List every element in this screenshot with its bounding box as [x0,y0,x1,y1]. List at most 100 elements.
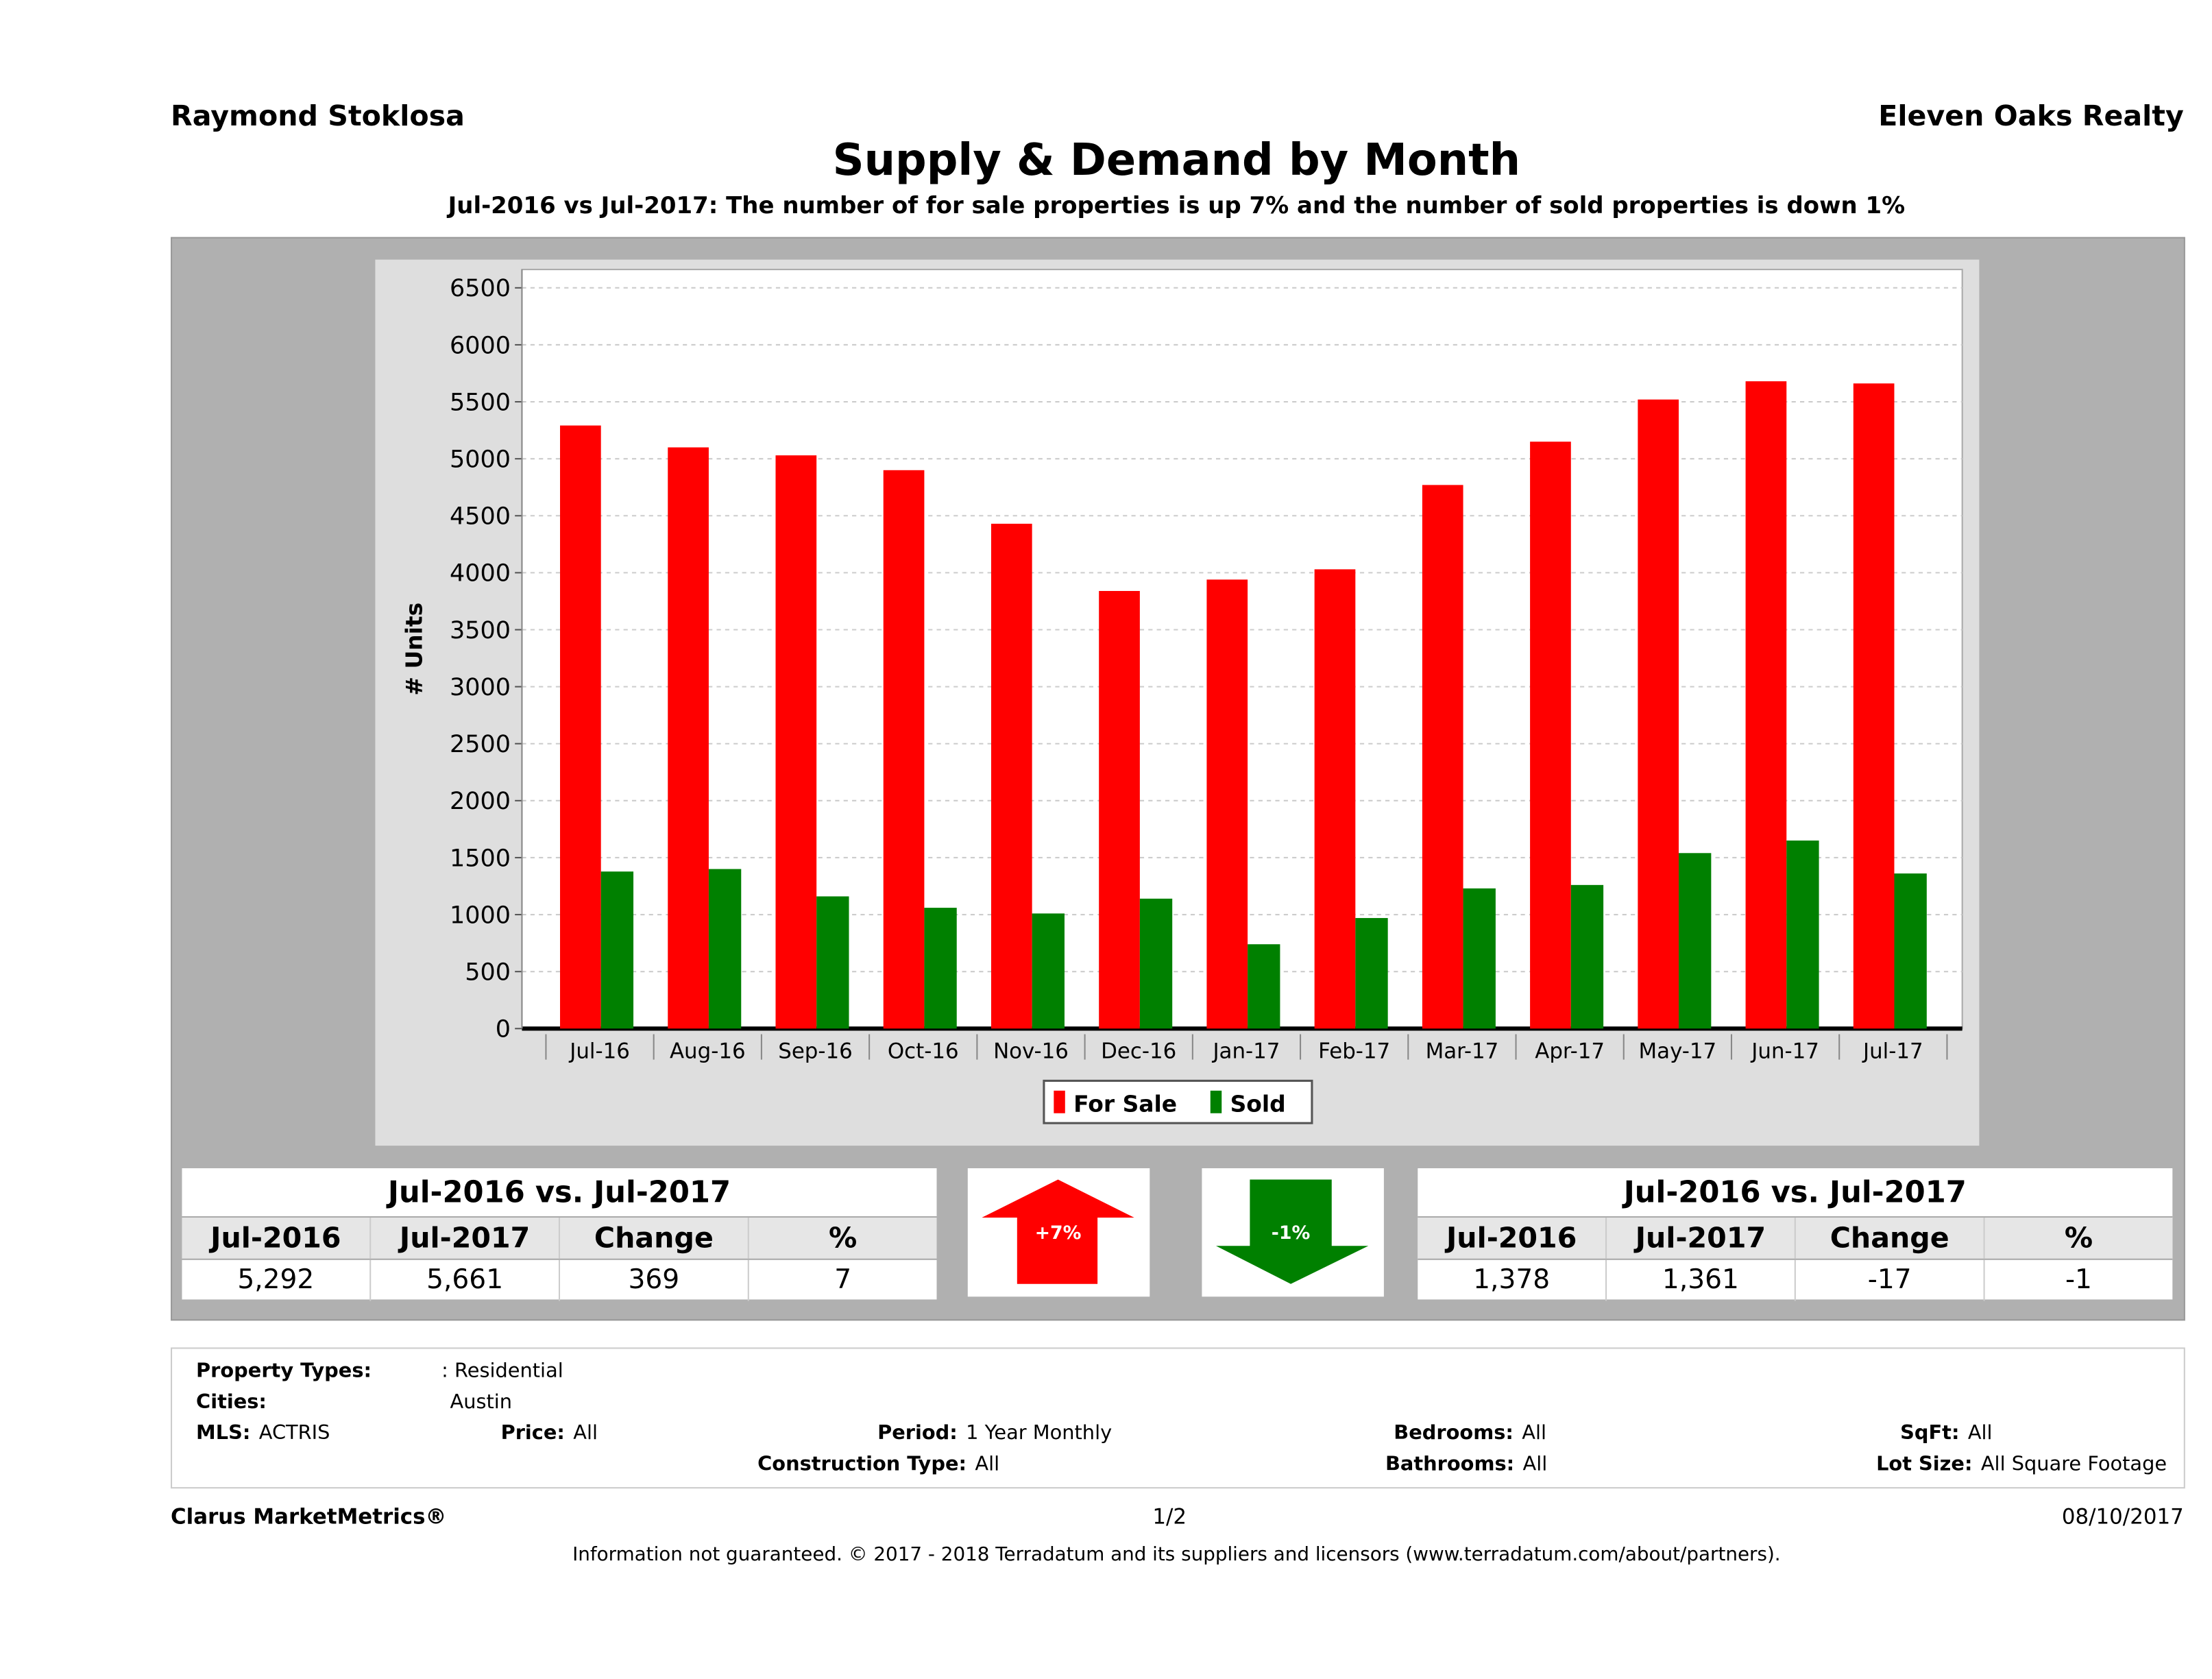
y-tick-label: 2500 [450,731,511,758]
x-tick-label: Jan-17 [1211,1039,1280,1064]
legend-for-sale: For Sale [1073,1091,1177,1118]
brand-label: Clarus MarketMetrics® [171,1503,447,1530]
y-tick-label: 1500 [450,845,511,872]
value-percent: -1 [2065,1264,2092,1296]
header-percent: % [829,1220,858,1255]
value-percent: 7 [834,1264,852,1296]
page-title: Supply & Demand by Month [832,135,1521,186]
header-percent: % [2064,1220,2093,1255]
lot-size-field: Lot Size: All Square Footage [1876,1453,2167,1476]
header-jul-2017: Jul-2017 [1607,1218,1796,1259]
y-tick-label: 3500 [450,617,511,644]
value-jul-2016: 1,378 [1418,1259,1607,1301]
header-jul-2017: Jul-2017 [371,1218,561,1259]
value-change: -17 [1796,1259,1985,1301]
price-value: All [573,1422,598,1445]
sold-bar-mar-17 [1463,888,1496,1029]
y-tick-label: 500 [465,959,511,987]
y-tick-label: 4000 [450,560,511,588]
y-tick-label: 0 [496,1016,511,1043]
legend: For Sale Sold [1043,1079,1313,1124]
x-tick-label: Jun-17 [1750,1039,1819,1064]
y-tick-label: 1000 [450,902,511,929]
mls-field: MLS: ACTRIS [196,1422,330,1445]
period-field: Period: 1 Year Monthly [877,1422,1112,1445]
y-tick-label: 5500 [450,389,511,416]
sold-bar-jun-17 [1786,841,1819,1029]
for-sale-table-title: Jul-2016 vs. Jul-2017 [182,1168,937,1218]
up-arrow-box: +7% [967,1168,1150,1297]
for-sale-bar-sep-16 [775,455,817,1029]
header-jul-2016: Jul-2016 [182,1218,372,1259]
sold-bar-jul-16 [600,871,634,1029]
cities-value: Austin [450,1391,513,1414]
y-tick-label: 4500 [450,503,511,531]
for-sale-bar-nov-16 [990,523,1032,1029]
down-arrow-box: -1% [1202,1168,1384,1297]
sold-table-title: Jul-2016 vs. Jul-2017 [1418,1168,2173,1218]
legend-swatch-for-sale [1054,1090,1065,1113]
bathrooms-field: Bathrooms: All [1385,1453,1547,1476]
y-axis-label: # Units [400,603,427,696]
period-value: 1 Year Monthly [966,1422,1113,1445]
mls-label: MLS: [196,1422,251,1445]
for-sale-bar-apr-17 [1530,442,1571,1029]
disclaimer: Information not guaranteed. © 2017 - 201… [572,1543,1781,1567]
for-sale-bar-jan-17 [1206,579,1248,1029]
y-tick-label: 3000 [450,674,511,701]
cities-label: Cities: [196,1391,267,1414]
mls-value: ACTRIS [258,1422,330,1445]
value-jul-2016: 5,292 [182,1259,372,1301]
for-sale-bar-feb-17 [1314,569,1356,1029]
sqft-field: SqFt: All [1900,1422,1992,1445]
for-sale-bar-dec-16 [1099,590,1140,1029]
value-jul-2017: 1,361 [1607,1259,1796,1301]
sqft-label: SqFt: [1900,1422,1960,1445]
sqft-value: All [1967,1422,1993,1445]
y-tick-label: 5000 [450,446,511,474]
for-sale-bar-jul-17 [1853,383,1895,1029]
x-tick-label: Jul-16 [568,1039,630,1064]
x-tick-label: Jul-17 [1862,1039,1923,1064]
lot-size-value: All Square Footage [1980,1453,2167,1476]
bathrooms-value: All [1522,1453,1548,1476]
x-tick-label: Sep-16 [778,1039,853,1064]
bedrooms-label: Bedrooms: [1394,1422,1514,1445]
y-tick-label: 6000 [450,332,511,359]
for-sale-table: Jul-2016 vs. Jul-2017 Jul-2016 Jul-2017 … [182,1168,937,1301]
sold-bar-dec-16 [1139,898,1173,1029]
sold-table: Jul-2016 vs. Jul-2017 Jul-2016 Jul-2017 … [1418,1168,2173,1301]
up-arrow-label: +7% [1035,1222,1082,1244]
criteria-box: Property Types: : Residential Cities: Au… [171,1347,2185,1489]
period-label: Period: [877,1422,958,1445]
x-tick-label: Nov-16 [993,1039,1069,1064]
header-change: Change [1796,1218,1985,1259]
for-sale-bar-jul-16 [560,425,601,1029]
sold-bar-nov-16 [1032,913,1065,1029]
x-tick-label: Aug-16 [670,1039,746,1064]
x-tick-label: Oct-16 [888,1039,959,1064]
value-change: 369 [560,1259,749,1301]
value-jul-2017: 5,661 [371,1259,561,1301]
bathrooms-label: Bathrooms: [1385,1453,1515,1476]
construction-label: Construction Type: [757,1453,967,1476]
legend-sold: Sold [1230,1091,1286,1118]
report-date: 08/10/2017 [2061,1503,2184,1530]
for-sale-bar-aug-16 [668,447,709,1029]
x-tick-label: Dec-16 [1101,1039,1176,1064]
header-change: Change [560,1218,749,1259]
property-types-label: Property Types: [196,1360,372,1383]
sold-bar-apr-17 [1570,884,1604,1029]
y-tick-label: 2000 [450,788,511,815]
sold-bar-feb-17 [1355,918,1388,1029]
construction-value: All [975,1453,1000,1476]
sold-bar-sep-16 [816,896,849,1029]
page-number: 1/2 [1152,1503,1187,1530]
sold-bar-may-17 [1679,853,1712,1029]
construction-field: Construction Type: All [757,1453,999,1476]
x-tick-label: Feb-17 [1318,1039,1390,1064]
sold-bar-jan-17 [1248,944,1280,1029]
lot-size-label: Lot Size: [1876,1453,1973,1476]
legend-swatch-sold [1210,1090,1222,1113]
office-name: Eleven Oaks Realty [1878,99,2184,133]
